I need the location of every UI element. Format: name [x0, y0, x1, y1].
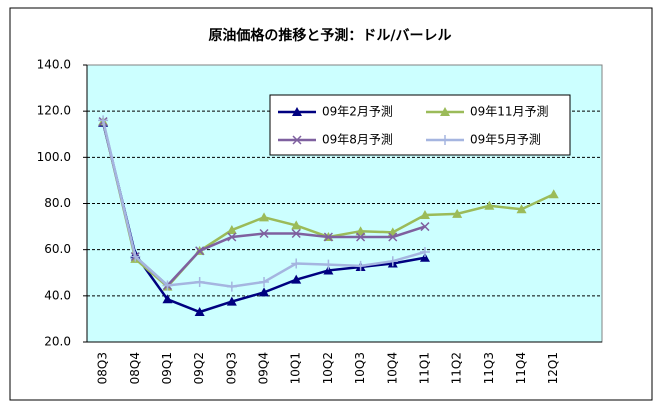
legend-box [269, 94, 571, 156]
marker [98, 115, 109, 126]
marker [356, 232, 366, 242]
marker [355, 226, 366, 236]
x-tick-label: 11Q4 [514, 352, 528, 384]
x-tick-label: 10Q1 [289, 352, 303, 384]
marker [355, 260, 366, 271]
marker [291, 220, 302, 230]
x-tick-label: 11Q2 [450, 352, 464, 384]
marker [548, 189, 559, 199]
marker [291, 274, 302, 284]
x-tick-label: 08Q4 [128, 352, 142, 384]
y-tick-label: 40.0 [44, 288, 71, 302]
x-tick-label: 09Q3 [224, 352, 238, 384]
x-tick-label: 12Q1 [546, 352, 560, 384]
x-tick-label: 10Q2 [321, 352, 335, 384]
marker [440, 107, 450, 116]
x-tick-label: 10Q3 [353, 352, 367, 384]
marker [292, 107, 302, 116]
marker [226, 225, 237, 235]
marker [259, 287, 270, 297]
marker [259, 212, 270, 222]
legend-label: 09年2月予測 [322, 105, 393, 119]
marker [292, 135, 302, 145]
x-tick-label: 11Q3 [482, 352, 496, 384]
marker [226, 296, 237, 306]
marker [162, 294, 173, 304]
marker [388, 232, 398, 242]
legend-label: 09年11月予測 [470, 105, 549, 119]
marker [195, 246, 205, 256]
marker [226, 281, 237, 292]
marker [323, 265, 334, 275]
marker [194, 306, 205, 316]
marker [440, 135, 450, 145]
legend-label: 09年8月予測 [322, 133, 393, 147]
marker [323, 259, 334, 270]
marker [162, 280, 173, 291]
marker [419, 210, 430, 220]
chart-title: 原油価格の推移と予測：ドル/バーレル [208, 27, 451, 44]
marker [420, 222, 430, 232]
marker [291, 228, 301, 239]
y-tick-label: 140.0 [37, 58, 71, 72]
y-tick-label: 120.0 [37, 104, 71, 118]
marker [387, 256, 398, 267]
legend-label: 09年5月予測 [470, 133, 541, 147]
marker [516, 204, 527, 214]
marker [484, 200, 495, 210]
x-tick-label: 09Q2 [192, 352, 206, 384]
y-tick-label: 20.0 [44, 335, 71, 349]
marker [419, 252, 430, 262]
marker [130, 251, 141, 262]
marker [323, 232, 333, 242]
y-tick-label: 60.0 [44, 242, 71, 256]
marker [194, 276, 205, 287]
marker [452, 208, 463, 218]
marker [259, 228, 269, 239]
marker [419, 246, 430, 257]
x-tick-label: 10Q4 [385, 352, 399, 384]
x-tick-label: 09Q1 [160, 352, 174, 384]
x-tick-label: 11Q1 [417, 352, 431, 384]
marker [291, 258, 302, 269]
x-tick-label: 08Q3 [96, 352, 110, 384]
y-tick-label: 100.0 [37, 150, 71, 164]
x-tick-label: 09Q4 [257, 352, 271, 384]
y-tick-label: 80.0 [44, 196, 71, 210]
marker [259, 276, 270, 287]
marker [227, 232, 237, 242]
